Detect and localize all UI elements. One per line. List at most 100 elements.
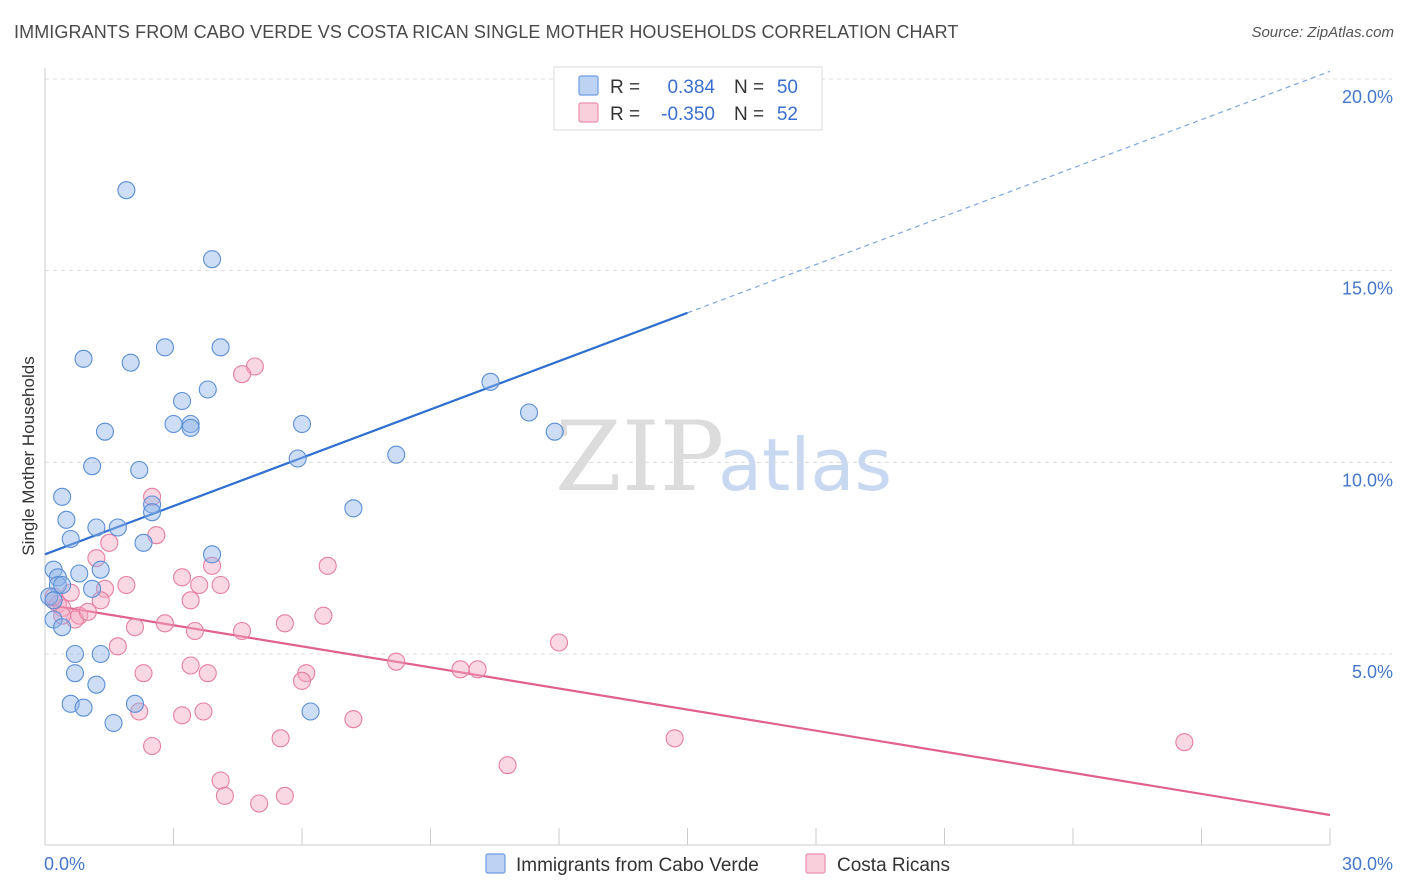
point-costa-ricans-11 [211,575,230,595]
trend-line-cabo-verde [44,311,688,556]
point-cabo-verde-25 [143,503,162,522]
point-costa-ricans-5 [87,549,106,568]
point-cabo-verde-14 [545,422,564,441]
y-tick-label-5: 5.0% [1352,662,1393,682]
point-cabo-verde-4 [155,338,174,357]
point-costa-ricans-31 [451,660,470,679]
y-tick-label-15: 15.0% [1342,279,1393,299]
bottom-legend-label-1: Immigrants from Cabo Verde [516,855,759,876]
point-costa-ricans-6 [318,556,337,575]
point-cabo-verde-2 [74,349,93,368]
point-costa-ricans-46 [211,771,230,790]
point-costa-ricans-28 [387,652,406,671]
point-costa-ricans-42 [143,736,162,756]
x-tick-label-end: 30.0% [1342,854,1393,874]
point-costa-ricans-25 [232,621,252,641]
bottom-legend-swatch-pink [805,853,826,874]
legend-r-value-1: 0.384 [667,77,715,98]
point-costa-ricans-27 [108,637,127,656]
trend-line-cabo-verde-extension [687,70,1331,314]
chart-title: IMMIGRANTS FROM CABO VERDE VS COSTA RICA… [14,22,959,42]
point-cabo-verde-19 [387,445,406,464]
point-cabo-verde-18 [288,449,307,468]
point-costa-ricans-47 [215,786,234,805]
y-tick-label-20: 20.0% [1342,87,1393,107]
watermark-atlas: atlas [718,423,892,507]
bottom-legend: Immigrants from Cabo Verde Costa Ricans [485,853,950,876]
point-cabo-verde-22 [87,518,106,537]
point-cabo-verde-7 [173,391,192,411]
point-cabo-verde-16 [83,457,102,476]
point-cabo-verde-44 [87,675,106,694]
point-costa-ricans-44 [1175,733,1194,752]
point-cabo-verde-42 [91,644,110,664]
point-cabo-verde-11 [292,414,312,434]
point-costa-ricans-12 [190,575,209,595]
point-cabo-verde-47 [125,694,144,713]
point-costa-ricans-38 [173,706,192,725]
point-cabo-verde-12 [481,372,500,391]
point-costa-ricans-33 [134,664,153,683]
x-tick-label-start: 0.0% [44,854,85,874]
point-costa-ricans-36 [292,671,312,690]
top-legend: R = 0.384 N = 50 R = -0.350 N = 52 [553,66,823,131]
point-cabo-verde-27 [134,533,153,552]
point-cabo-verde-15 [95,422,115,441]
legend-r-label-2: R = [610,104,640,125]
point-costa-ricans-21 [314,606,333,625]
point-cabo-verde-5 [211,338,230,357]
data-points [40,181,1194,813]
source-label: Source: ZipAtlas.com [1251,24,1394,41]
point-costa-ricans-30 [468,660,487,679]
point-costa-ricans-39 [194,702,213,721]
point-cabo-verde-29 [203,545,222,564]
point-costa-ricans-22 [125,618,144,637]
point-cabo-verde-9 [181,414,200,434]
point-costa-ricans-29 [549,633,569,652]
point-cabo-verde-48 [104,713,123,733]
bottom-legend-swatch-blue [485,853,506,874]
point-cabo-verde-43 [65,664,85,683]
trend-line-costa-ricans [44,603,1331,817]
point-cabo-verde-35 [53,575,72,595]
legend-r-value-2: -0.350 [661,104,715,125]
point-cabo-verde-26 [61,529,80,549]
point-costa-ricans-32 [181,656,200,675]
point-cabo-verde-3 [121,353,140,372]
point-cabo-verde-36 [83,579,102,598]
y-axis-label: Single Mother Households [19,356,38,555]
point-cabo-verde-46 [74,698,93,717]
point-costa-ricans-41 [271,729,290,748]
point-cabo-verde-33 [91,560,110,579]
trend-lines [44,70,1331,817]
point-cabo-verde-49 [301,702,320,721]
point-costa-ricans-26 [275,614,294,633]
legend-swatch-blue [578,75,599,96]
point-costa-ricans-48 [275,786,294,805]
legend-swatch-pink [578,102,599,123]
point-costa-ricans-2 [143,487,162,506]
watermark-zip: ZIP [555,401,724,513]
point-costa-ricans-45 [498,756,517,775]
point-cabo-verde-28 [344,499,363,518]
point-cabo-verde-6 [198,380,217,399]
point-costa-ricans-10 [95,579,115,598]
point-cabo-verde-20 [53,487,72,506]
point-cabo-verde-40 [53,618,72,637]
point-costa-ricans-18 [78,602,97,621]
point-costa-ricans-9 [117,575,136,595]
point-costa-ricans-24 [185,621,204,641]
point-cabo-verde-23 [108,518,127,537]
point-cabo-verde-21 [57,510,76,529]
top-legend-box [553,66,823,131]
point-cabo-verde-41 [65,644,85,664]
legend-r-label-1: R = [610,77,640,98]
point-costa-ricans-7 [173,568,192,587]
point-cabo-verde-24 [143,495,162,514]
point-costa-ricans-49 [250,794,269,813]
legend-n-value-2: 52 [777,104,798,125]
point-cabo-verde-0 [117,181,136,200]
point-costa-ricans-40 [344,710,363,729]
point-costa-ricans-20 [181,591,200,610]
